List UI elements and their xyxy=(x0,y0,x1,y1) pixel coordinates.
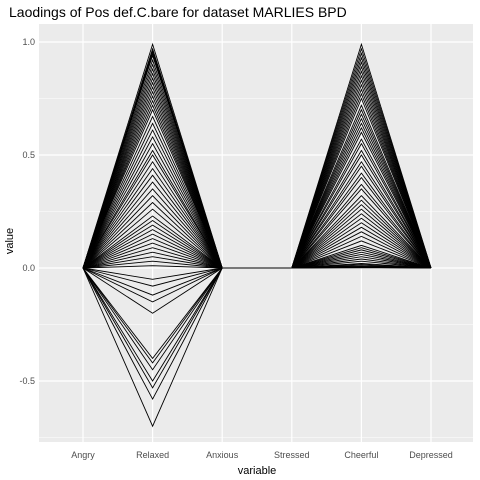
series-line xyxy=(82,267,432,428)
chart-title: Laodings of Pos def.C.bare for dataset M… xyxy=(9,4,347,20)
y-axis: 1.0 0.5 0.0 -0.5 xyxy=(19,37,35,386)
y-tick-label: 0.0 xyxy=(22,263,35,273)
y-tick-label: 0.5 xyxy=(22,150,35,160)
x-tick-label: Cheerful xyxy=(344,450,378,460)
y-tick-label: 1.0 xyxy=(22,37,35,47)
series-lines xyxy=(82,42,432,428)
x-axis: Angry Relaxed Anxious Stressed Cheerful Depre… xyxy=(71,450,453,460)
x-tick-label: Relaxed xyxy=(136,450,169,460)
x-tick-label: Depressed xyxy=(409,450,453,460)
y-axis-title: value xyxy=(4,228,16,254)
x-tick-label: Angry xyxy=(71,450,95,460)
x-tick-label: Anxious xyxy=(206,450,239,460)
x-axis-title: variable xyxy=(238,465,277,477)
y-tick-label: -0.5 xyxy=(19,376,35,386)
x-tick-label: Stressed xyxy=(274,450,310,460)
